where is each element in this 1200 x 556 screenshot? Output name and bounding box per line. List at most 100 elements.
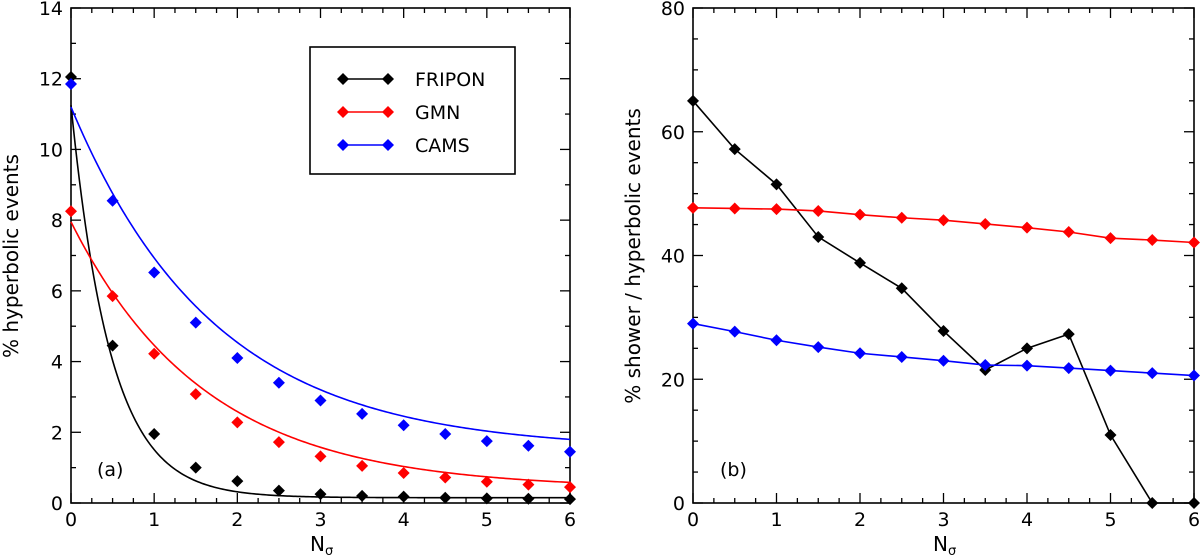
legend-cams-label: CAMS: [415, 135, 470, 157]
panel-a-fripon-point: [106, 339, 119, 352]
panel-b-cams-point: [979, 359, 992, 372]
panel-a-fripon-point: [65, 70, 77, 83]
panel-b-y-tick-label: 80: [661, 0, 685, 20]
panel-a-x-axis-label-sub: σ: [325, 544, 333, 556]
panel-b-x-axis-label: Nσ: [933, 532, 956, 556]
panel-b-cams-point: [1021, 359, 1033, 372]
panel-a-cams-point: [356, 407, 369, 420]
panel-a-cams-point: [65, 78, 77, 91]
panel-a-gmn-point: [356, 459, 369, 472]
panel-a-series: [65, 70, 576, 506]
panel-a-gmn-point: [272, 436, 285, 449]
panel-b-fripon-point: [1062, 328, 1075, 341]
panel-b-x-tick-label: 0: [687, 509, 699, 531]
panel-a-gmn-point: [148, 347, 161, 360]
panel-b-x-tick-label: 2: [854, 509, 866, 531]
panel-b-cams-point: [812, 341, 825, 354]
panel-a-series-gmn: [65, 205, 576, 494]
panel-b-fripon-point: [1188, 497, 1200, 509]
legend-fripon-marker: [382, 73, 394, 85]
panel-a-cams-point: [189, 316, 202, 329]
panel-b-gmn-point: [687, 201, 699, 214]
panel-b-fripon-point: [770, 178, 783, 191]
panel-b-fripon-point: [895, 282, 908, 295]
panel-a-y-tick-label: 4: [51, 352, 63, 374]
legend-entry-gmn: GMN: [337, 102, 460, 124]
panel-a-y-tick-label: 2: [51, 422, 63, 444]
panel-b-y-tick-label: 40: [661, 246, 685, 268]
panel-b-cams-point: [1062, 362, 1075, 375]
panel-b-cams-point: [937, 354, 950, 367]
panel-a-fripon-point: [522, 492, 535, 505]
panel-a-gmn-point: [564, 481, 576, 494]
panel-a-fripon-point: [231, 475, 244, 488]
panel-b-ticks: [692, 7, 1195, 504]
panel-b-x-tick-label: 4: [1021, 509, 1033, 531]
panel-a-x-tick-label: 2: [231, 509, 243, 531]
panel-b-x-tick-label: 1: [770, 509, 782, 531]
panel-b-gmn-point: [812, 204, 825, 217]
panel-a-fripon-point: [356, 489, 369, 502]
legend-box: [309, 46, 516, 175]
panel-a-x-tick-label: 3: [314, 509, 326, 531]
panel-b-gmn-point: [1146, 234, 1159, 247]
panel-b-fripon-point: [812, 230, 825, 243]
panel-b-cams-point: [895, 350, 908, 363]
panel-a-x-axis-label: Nσ: [310, 532, 333, 556]
legend-entry-fripon: FRIPON: [337, 69, 485, 91]
panel-a-gmn-point: [522, 478, 535, 491]
panel-b-gmn-point: [895, 211, 908, 224]
panel-b-gmn-point: [1104, 232, 1117, 245]
panel-b-x-tick-label: 3: [937, 509, 949, 531]
panel-b-y-tick-label: 60: [661, 122, 685, 144]
panel-b-fripon-point: [1104, 428, 1117, 441]
legend-gmn-label: GMN: [415, 102, 460, 124]
panel-b-gmn-point: [937, 214, 950, 227]
panel-b-x-tick-label: 6: [1188, 509, 1200, 531]
panel-b-fripon-point: [1021, 342, 1033, 355]
panel-a-fripon-point: [189, 461, 202, 474]
panel-b-fripon-line: [692, 100, 1194, 504]
panel-a-fripon-point: [439, 491, 452, 504]
panel-a-cams-point: [397, 419, 410, 432]
panel-a-frame: [70, 7, 571, 504]
panel-b-x-axis-label-sub: σ: [948, 544, 956, 556]
panel-a-cams-point: [231, 352, 244, 365]
panel-a-gmn-point: [439, 471, 452, 484]
panel-a-x-tick-label: 0: [65, 509, 77, 531]
panel-a-gmn-point: [397, 466, 410, 479]
legend-entry-cams: CAMS: [337, 135, 470, 157]
legend-fripon-marker: [337, 73, 349, 85]
panel-a-x-tick-label: 6: [564, 509, 576, 531]
panel-a-cams-point: [480, 435, 493, 448]
panel-a-x-tick-label: 4: [398, 509, 410, 531]
panel-a-y-tick-label: 12: [39, 69, 63, 91]
panel-a-fripon-point: [314, 488, 327, 501]
panel-b-gmn-point: [1188, 236, 1200, 249]
panel-a-fripon-fit-curve: [70, 105, 570, 499]
panel-b-cams-point: [728, 325, 741, 338]
panel-a-y-tick-label: 10: [39, 139, 63, 161]
panel-a-gmn-point: [189, 388, 202, 401]
panel-a-y-tick-label: 0: [51, 493, 63, 515]
panel-a-gmn-point: [231, 416, 244, 429]
panel-b-series: [687, 94, 1200, 509]
panel-b-x-axis-label-main: N: [933, 532, 948, 556]
panel-b-y-tick-label: 20: [661, 369, 685, 391]
legend-fripon-label: FRIPON: [415, 69, 485, 91]
panel-b-gmn-point: [1021, 221, 1033, 234]
panel-b-series-fripon: [687, 94, 1200, 509]
panel-a-cams-point: [522, 439, 535, 452]
panel-b-cams-point: [1146, 367, 1159, 380]
panel-b-fripon-point: [937, 324, 950, 337]
panel-a-cams-point: [148, 266, 161, 279]
panel-b-y-axis-label: % shower / hyperbolic events: [621, 108, 645, 404]
panel-a-cams-point: [439, 428, 452, 441]
panel-b-cams-point: [1188, 369, 1200, 382]
panel-b-series-cams: [687, 317, 1200, 382]
panel-a-cams-point: [272, 376, 285, 389]
